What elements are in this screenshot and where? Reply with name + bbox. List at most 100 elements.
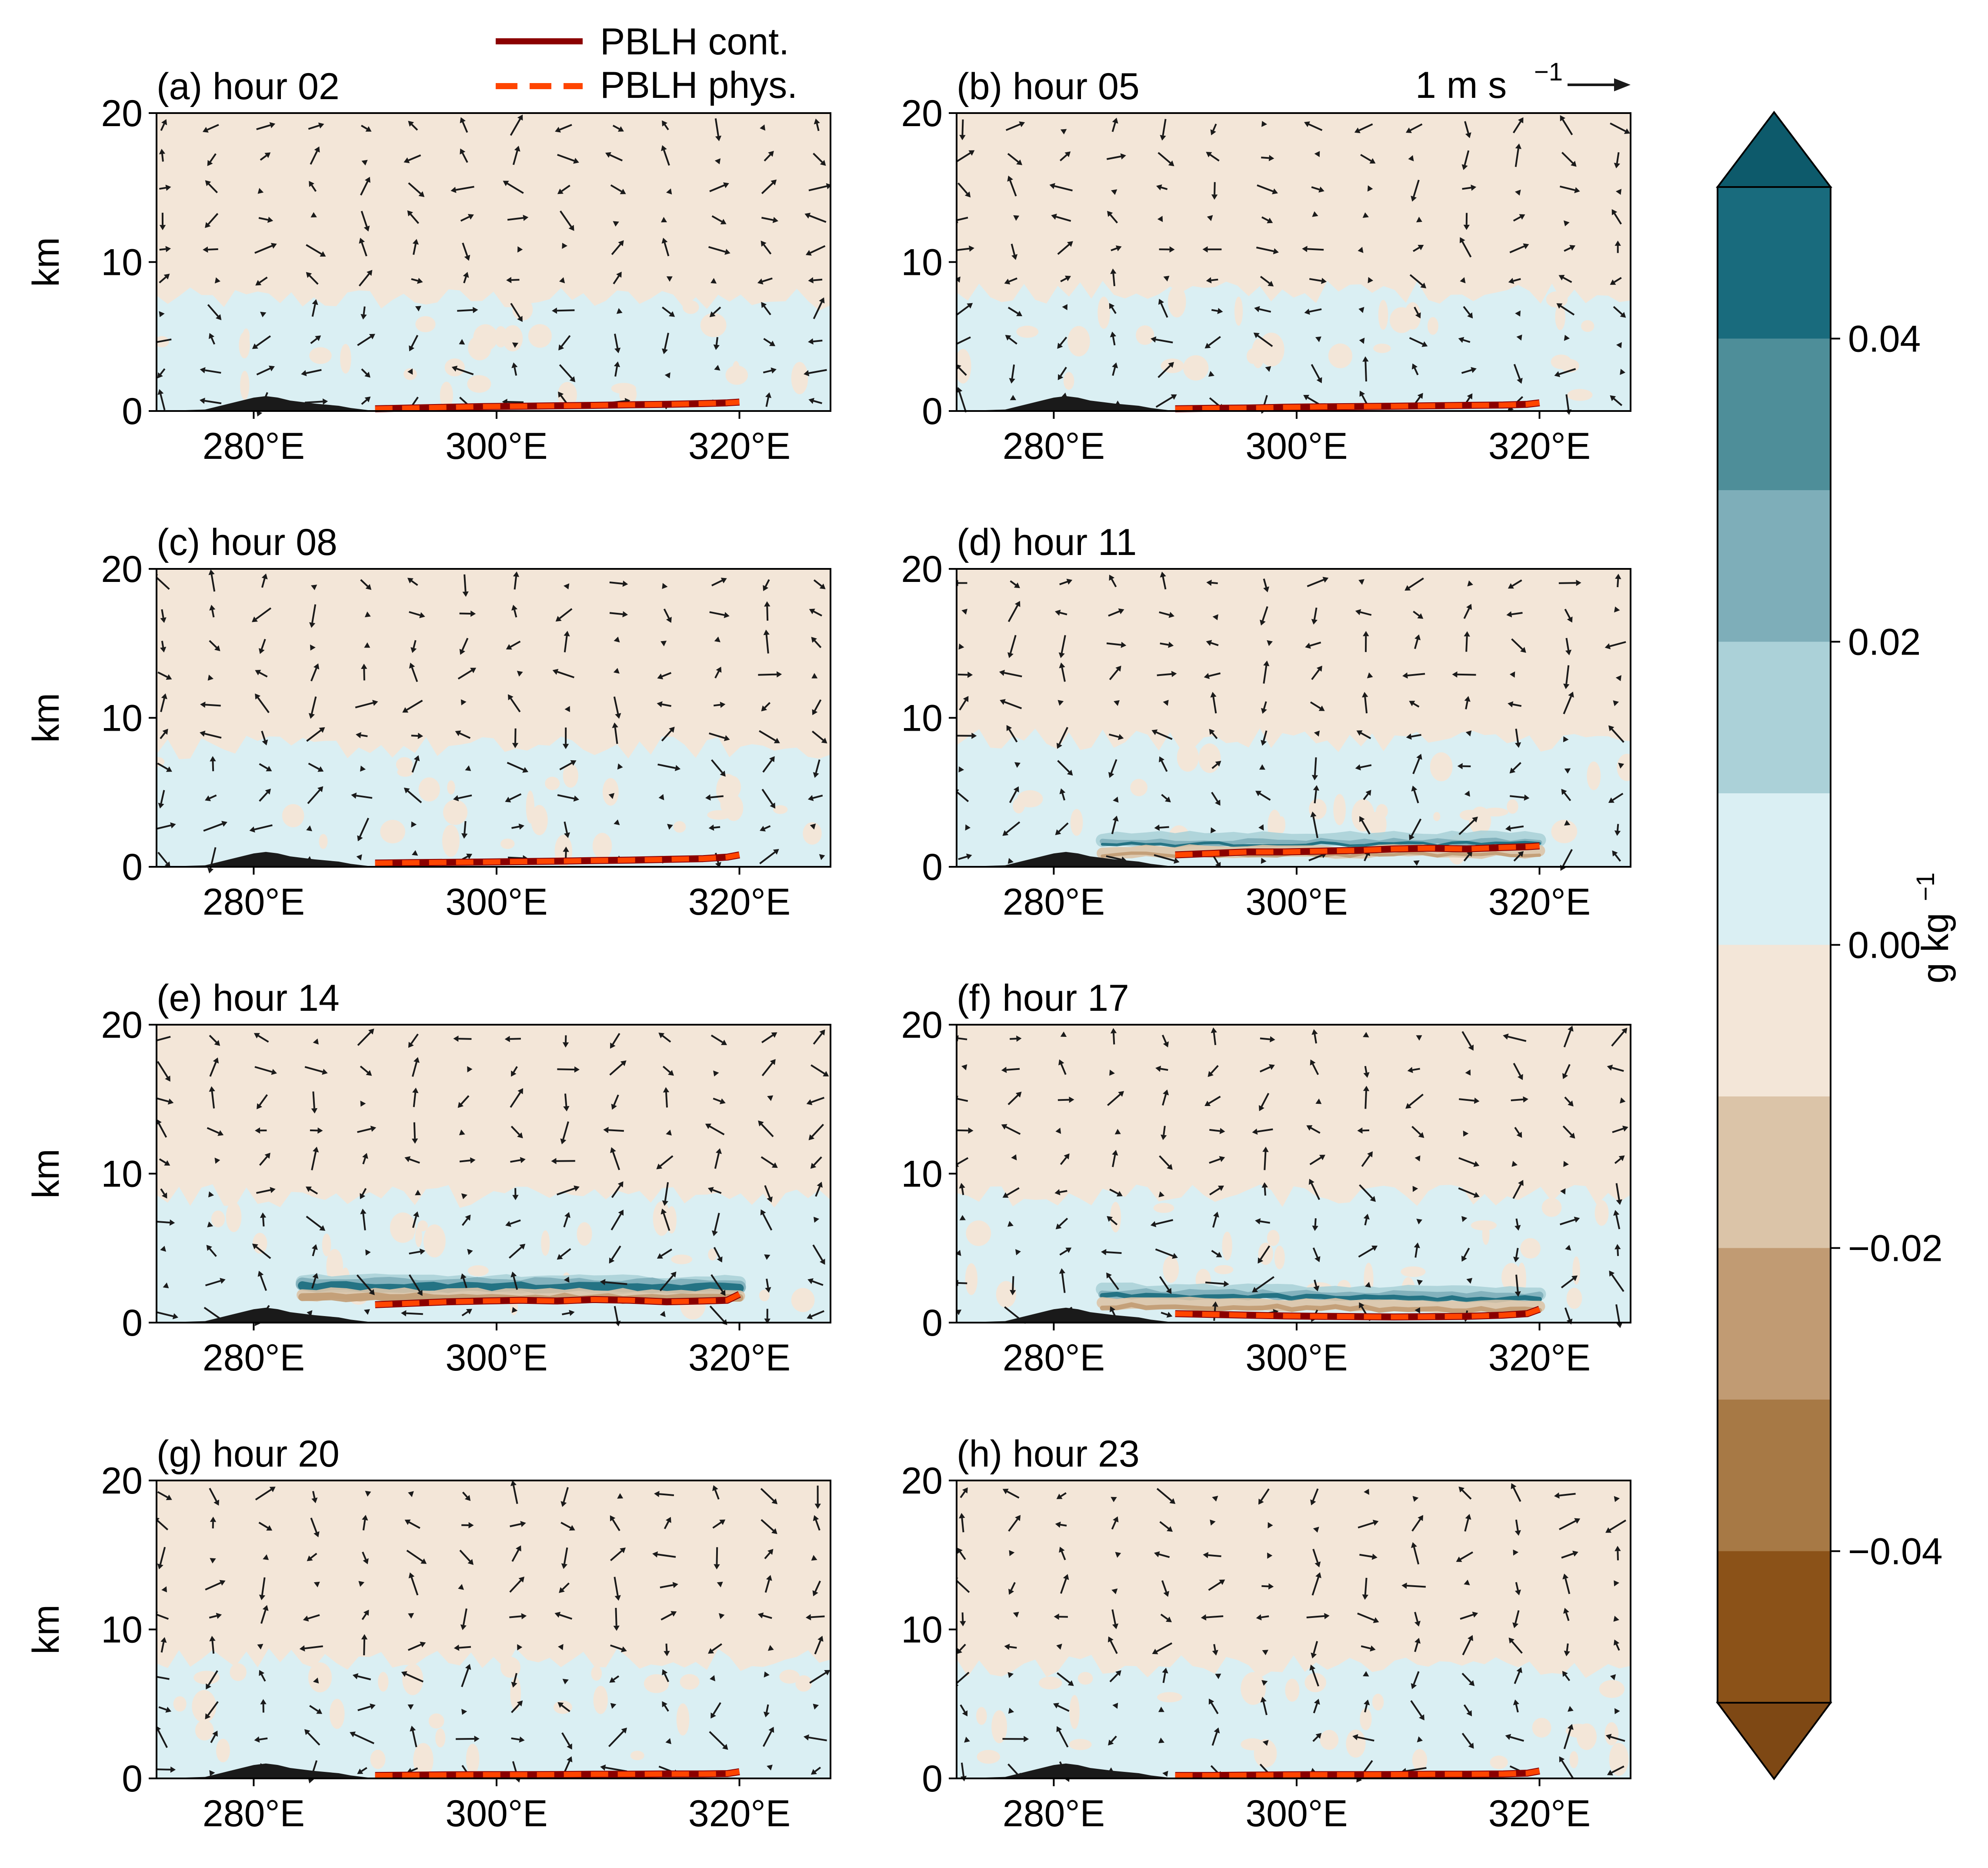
- wind-arrowhead: [260, 1699, 267, 1704]
- moisture-negative-patch: [226, 1202, 242, 1232]
- wind-arrowhead: [209, 333, 215, 339]
- wind-arrow-shaft: [614, 334, 619, 348]
- wind-arrow-shaft: [254, 1066, 273, 1073]
- moisture-negative-patch: [396, 757, 413, 772]
- wind-arrow-shaft: [608, 1731, 624, 1747]
- wind-arrowhead: [1467, 580, 1473, 587]
- wind-arrowhead: [559, 277, 565, 284]
- wind-arrowhead: [1016, 1035, 1022, 1042]
- colorbar: −0.04−0.020.000.020.04 g kg −1: [1715, 110, 1956, 1781]
- wind-arrowhead: [961, 1064, 967, 1070]
- wind-arrowhead: [1212, 614, 1218, 621]
- wind-arrowhead: [467, 1249, 473, 1255]
- wind-arrowhead: [360, 314, 367, 320]
- wind-arrow-shaft: [409, 1250, 420, 1255]
- wind-arrowhead: [160, 647, 167, 653]
- wind-arrow-shaft: [1109, 1673, 1118, 1683]
- wind-arrow-shaft: [511, 1737, 520, 1741]
- wind-arrow-shaft: [763, 338, 772, 344]
- wind-arrow-shaft: [961, 1188, 964, 1195]
- wind-arrowhead: [1417, 613, 1424, 619]
- y-tick-label: 10: [901, 698, 943, 739]
- wind-arrowhead: [562, 1042, 569, 1048]
- wind-arrowhead: [1568, 1706, 1574, 1712]
- moisture-negative-patch: [1198, 743, 1221, 773]
- wind-arrowhead: [420, 1641, 426, 1647]
- wind-arrowhead: [819, 854, 825, 860]
- wind-arrow-shaft: [1462, 1639, 1471, 1655]
- wind-arrow-shaft: [207, 1701, 219, 1716]
- wind-arrowhead: [158, 802, 164, 809]
- moisture-negative-patch: [1247, 348, 1259, 364]
- wind-arrow-shaft: [1008, 337, 1017, 345]
- wind-arrow-shaft: [260, 1674, 266, 1682]
- wind-arrow-shaft: [304, 1645, 323, 1650]
- wind-arrowhead: [450, 187, 457, 193]
- wind-arrowhead: [1055, 829, 1061, 835]
- wind-arrow-shaft: [1515, 1582, 1519, 1591]
- moisture-negative-patch: [1241, 1672, 1266, 1705]
- wind-arrowhead: [1059, 788, 1066, 795]
- wind-arrowhead: [820, 160, 826, 166]
- wind-arrow-shaft: [766, 1704, 769, 1713]
- wind-arrow-shaft: [360, 211, 368, 227]
- wind-arrow-shaft: [412, 1731, 417, 1748]
- wind-arrowhead: [205, 1713, 211, 1720]
- wind-arrow-shaft: [509, 1615, 522, 1618]
- wind-arrow-shaft: [460, 1095, 470, 1105]
- wind-arrowhead: [1168, 362, 1174, 368]
- wind-arrowhead: [1461, 164, 1468, 170]
- wind-arrow-shaft: [363, 306, 366, 315]
- wind-arrowhead: [257, 1270, 264, 1277]
- colorbar-band: [1718, 1551, 1831, 1703]
- wind-arrow-shaft: [1162, 576, 1167, 590]
- wind-arrowhead: [207, 675, 213, 681]
- wind-arrowhead: [1311, 775, 1318, 781]
- wind-arrowhead: [1158, 1707, 1164, 1712]
- wind-arrowhead: [1216, 1252, 1222, 1257]
- wind-arrow-shaft: [710, 1274, 724, 1292]
- wind-arrowhead: [458, 1584, 464, 1590]
- wind-arrow-shaft: [1359, 1184, 1373, 1199]
- wind-arrowhead: [1165, 796, 1171, 802]
- moisture-negative-patch: [157, 757, 165, 767]
- wind-arrowhead: [1253, 332, 1260, 338]
- wind-arrow-shaft: [1313, 1641, 1318, 1654]
- wind-arrow-shaft: [761, 217, 774, 221]
- wind-arrowhead: [1013, 786, 1019, 792]
- wind-arrowhead: [813, 772, 819, 778]
- wind-arrow-shaft: [1511, 1641, 1523, 1654]
- wind-arrowhead: [214, 1040, 220, 1046]
- wind-arrow-shaft: [557, 1187, 575, 1196]
- wind-arrowhead: [613, 668, 620, 674]
- wind-arrowhead: [1111, 189, 1117, 195]
- wind-arrowhead: [1514, 1225, 1521, 1231]
- wind-arrowhead: [517, 316, 523, 322]
- wind-arrowhead: [303, 1615, 309, 1622]
- moisture-negative-patch: [1430, 752, 1453, 782]
- wind-arrowhead: [1303, 394, 1310, 401]
- wind-arrowhead: [1468, 1680, 1475, 1686]
- wind-arrow-shaft: [1561, 152, 1574, 164]
- wind-arrow-shaft: [614, 1306, 619, 1322]
- wind-arrow-shaft: [1262, 1701, 1268, 1715]
- wind-arrow-shaft: [159, 248, 166, 251]
- wind-arrowhead: [717, 1581, 723, 1587]
- wind-arrowhead: [959, 135, 966, 140]
- wind-arrowhead: [1218, 1186, 1224, 1191]
- wind-arrow-shaft: [209, 1035, 217, 1043]
- wind-arrow-shaft: [408, 154, 421, 161]
- wind-arrow-shaft: [362, 1157, 366, 1165]
- wind-arrow-shaft: [1361, 820, 1371, 835]
- wind-arrowhead: [1261, 858, 1267, 864]
- wind-arrow-shaft: [211, 609, 215, 618]
- wind-arrow-shaft: [1314, 1034, 1317, 1044]
- wind-arrow-shaft: [559, 124, 572, 130]
- wind-arrowhead: [771, 1498, 778, 1504]
- wind-arrow-shaft: [462, 242, 468, 256]
- moisture-negative-patch: [1587, 761, 1601, 790]
- wind-arrowhead: [209, 1770, 215, 1776]
- wind-arrowhead: [470, 1157, 476, 1164]
- wind-arrowhead: [1614, 1546, 1621, 1551]
- moisture-negative-patch: [1267, 1230, 1280, 1246]
